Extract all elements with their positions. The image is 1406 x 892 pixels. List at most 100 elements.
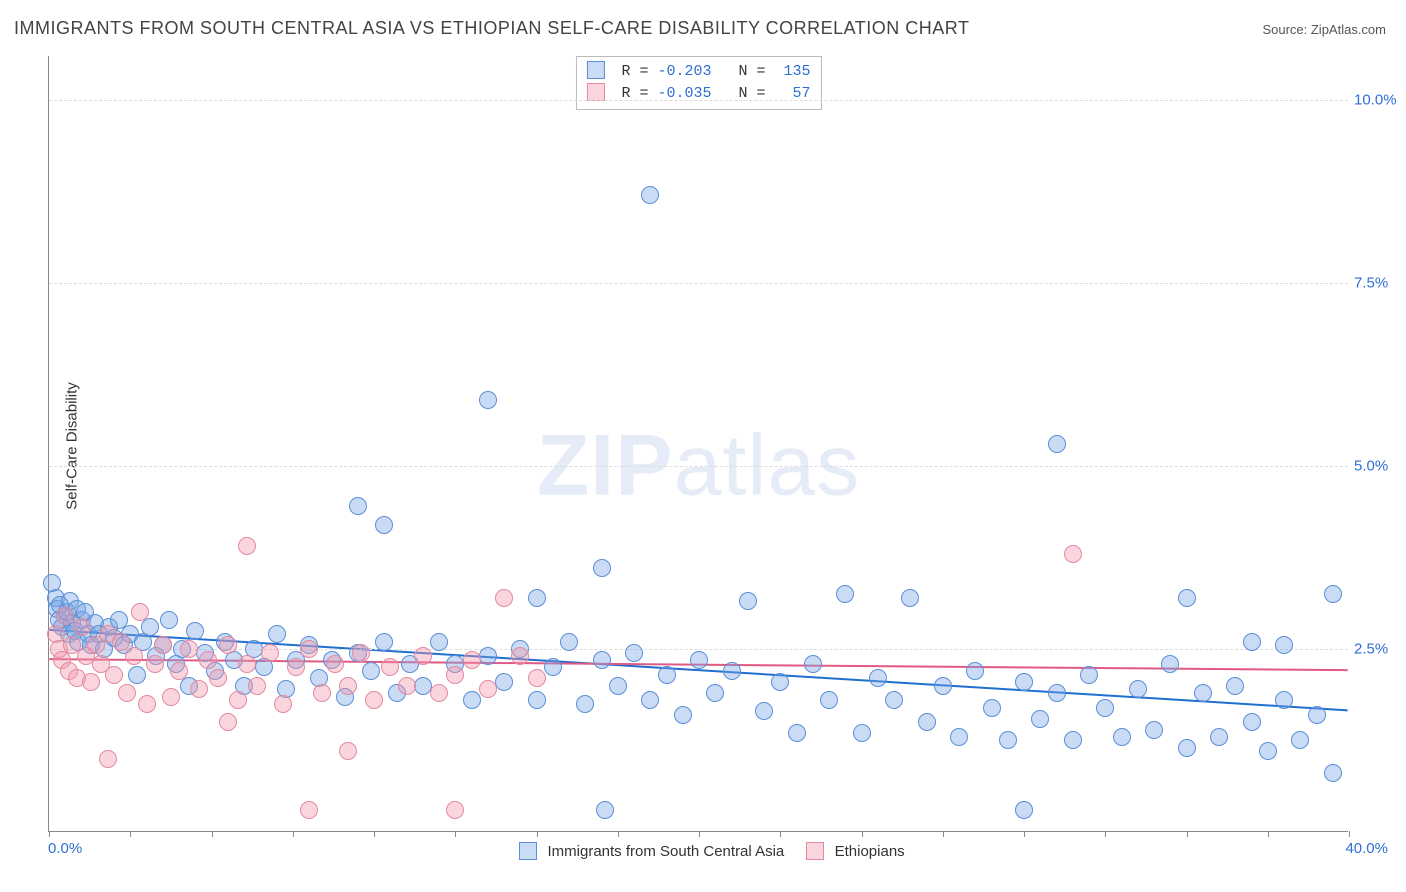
- data-point: [609, 677, 627, 695]
- data-point: [641, 691, 659, 709]
- data-point: [641, 186, 659, 204]
- legend-key: N =: [721, 63, 775, 80]
- data-point: [56, 607, 74, 625]
- x-tick-mark: [1268, 831, 1269, 837]
- data-point: [1308, 706, 1326, 724]
- data-point: [99, 750, 117, 768]
- x-tick-mark: [699, 831, 700, 837]
- data-point: [1015, 801, 1033, 819]
- source-name: ZipAtlas.com: [1311, 22, 1386, 37]
- data-point: [788, 724, 806, 742]
- data-point: [446, 666, 464, 684]
- data-point: [154, 636, 172, 654]
- data-point: [160, 611, 178, 629]
- correlation-legend: R = -0.203 N = 135 R = -0.035 N = 57: [575, 56, 821, 110]
- data-point: [125, 647, 143, 665]
- x-tick-mark: [293, 831, 294, 837]
- data-point: [414, 647, 432, 665]
- chart-canvas: IMMIGRANTS FROM SOUTH CENTRAL ASIA VS ET…: [0, 0, 1406, 892]
- regression-lines: [49, 56, 1348, 831]
- data-point: [1210, 728, 1228, 746]
- data-point: [804, 655, 822, 673]
- data-point: [219, 713, 237, 731]
- x-tick-mark: [130, 831, 131, 837]
- series-legend: Immigrants from South Central Asia Ethio…: [0, 842, 1406, 860]
- x-tick-mark: [49, 831, 50, 837]
- data-point: [180, 640, 198, 658]
- series-legend-label: Ethiopians: [835, 843, 905, 860]
- data-point: [463, 651, 481, 669]
- data-point: [1064, 731, 1082, 749]
- source-attribution: Source: ZipAtlas.com: [1262, 22, 1386, 37]
- y-tick-label: 5.0%: [1354, 457, 1398, 474]
- data-point: [300, 801, 318, 819]
- data-point: [723, 662, 741, 680]
- x-tick-mark: [862, 831, 863, 837]
- plot-area: ZIPatlas R = -0.203 N = 135 R = -0.035 N…: [48, 56, 1348, 832]
- data-point: [170, 662, 188, 680]
- data-point: [593, 651, 611, 669]
- legend-swatch-icon: [586, 83, 604, 101]
- data-point: [853, 724, 871, 742]
- data-point: [365, 691, 383, 709]
- x-tick-mark: [455, 831, 456, 837]
- data-point: [1275, 691, 1293, 709]
- chart-title: IMMIGRANTS FROM SOUTH CENTRAL ASIA VS ET…: [14, 18, 969, 39]
- data-point: [869, 669, 887, 687]
- data-point: [190, 680, 208, 698]
- data-point: [326, 655, 344, 673]
- data-point: [463, 691, 481, 709]
- x-tick-mark: [780, 831, 781, 837]
- data-point: [1080, 666, 1098, 684]
- data-point: [138, 695, 156, 713]
- data-point: [1161, 655, 1179, 673]
- data-point: [375, 516, 393, 534]
- data-point: [1129, 680, 1147, 698]
- data-point: [1324, 764, 1342, 782]
- correlation-legend-row: R = -0.035 N = 57: [586, 83, 810, 105]
- data-point: [1048, 435, 1066, 453]
- data-point: [430, 633, 448, 651]
- gridline: [49, 466, 1348, 467]
- data-point: [1048, 684, 1066, 702]
- data-point: [313, 684, 331, 702]
- data-point: [950, 728, 968, 746]
- data-point: [999, 731, 1017, 749]
- data-point: [128, 666, 146, 684]
- data-point: [398, 677, 416, 695]
- x-tick-mark: [1187, 831, 1188, 837]
- data-point: [901, 589, 919, 607]
- data-point: [1113, 728, 1131, 746]
- data-point: [596, 801, 614, 819]
- data-point: [268, 625, 286, 643]
- data-point: [625, 644, 643, 662]
- data-point: [229, 691, 247, 709]
- data-point: [219, 636, 237, 654]
- data-point: [238, 537, 256, 555]
- data-point: [593, 559, 611, 577]
- x-tick-mark: [537, 831, 538, 837]
- data-point: [209, 669, 227, 687]
- data-point: [528, 589, 546, 607]
- data-point: [375, 633, 393, 651]
- data-point: [112, 633, 130, 651]
- data-point: [118, 684, 136, 702]
- y-tick-label: 2.5%: [1354, 640, 1398, 657]
- data-point: [528, 691, 546, 709]
- data-point: [287, 658, 305, 676]
- data-point: [162, 688, 180, 706]
- data-point: [658, 666, 676, 684]
- x-tick-mark: [374, 831, 375, 837]
- data-point: [300, 640, 318, 658]
- gridline: [49, 100, 1348, 101]
- data-point: [73, 618, 91, 636]
- x-tick-mark: [1105, 831, 1106, 837]
- data-point: [836, 585, 854, 603]
- data-point: [248, 677, 266, 695]
- x-tick-mark: [1349, 831, 1350, 837]
- data-point: [146, 655, 164, 673]
- data-point: [362, 662, 380, 680]
- data-point: [1178, 739, 1196, 757]
- legend-swatch-icon: [586, 61, 604, 79]
- x-tick-mark: [212, 831, 213, 837]
